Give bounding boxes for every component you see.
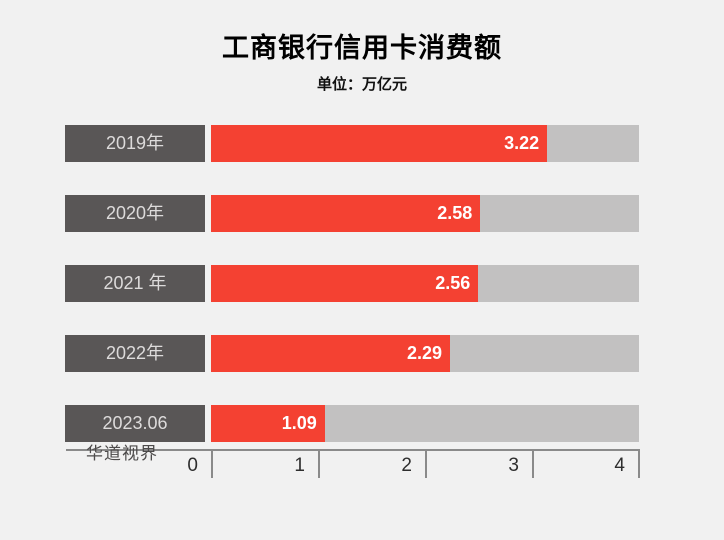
watermark: 华道视界 bbox=[86, 444, 158, 463]
x-axis-tick bbox=[211, 449, 213, 478]
x-axis-tick bbox=[318, 449, 320, 478]
chart-subtitle: 单位：万亿元 bbox=[316, 76, 407, 93]
x-axis-tick-label: 0 bbox=[187, 455, 198, 476]
bar-fill: 2.29 bbox=[211, 335, 451, 372]
bar-value-label: 1.09 bbox=[281, 413, 317, 433]
bar-track: 2.58 bbox=[211, 195, 639, 232]
bar-value-label: 2.56 bbox=[435, 273, 471, 293]
x-axis-line bbox=[66, 449, 640, 451]
category-label: 2023.06 bbox=[65, 405, 205, 442]
bar-fill: 1.09 bbox=[211, 405, 325, 442]
x-axis-tick bbox=[425, 449, 427, 478]
bar-row-2022: 2022年 2.29 bbox=[65, 335, 659, 372]
bar-row-2019: 2019年 3.22 bbox=[65, 125, 659, 162]
bar-track: 2.29 bbox=[211, 335, 639, 372]
bar-track: 1.09 bbox=[211, 405, 639, 442]
chart-title: 工商银行信用卡消费额 bbox=[222, 33, 502, 63]
x-axis-tick bbox=[532, 449, 534, 478]
bar-fill: 3.22 bbox=[211, 125, 548, 162]
category-label: 2021 年 bbox=[65, 265, 205, 302]
category-label: 2022年 bbox=[65, 335, 205, 372]
bar-row-2021: 2021 年 2.56 bbox=[65, 265, 659, 302]
x-axis-tick bbox=[638, 449, 640, 478]
bar-track: 2.56 bbox=[211, 265, 639, 302]
bar-row-2023-06: 2023.06 1.09 bbox=[65, 405, 659, 442]
bar-row-2020: 2020年 2.58 bbox=[65, 195, 659, 232]
x-axis-tick-label: 3 bbox=[508, 455, 519, 476]
bar-value-label: 2.29 bbox=[407, 343, 443, 363]
bar-track: 3.22 bbox=[211, 125, 639, 162]
bar-value-label: 2.58 bbox=[437, 203, 473, 223]
x-axis-tick-label: 2 bbox=[401, 455, 412, 476]
x-axis-tick-label: 1 bbox=[294, 455, 305, 476]
x-axis-tick-label: 4 bbox=[614, 455, 625, 476]
bar-value-label: 3.22 bbox=[504, 133, 540, 153]
bar-fill: 2.58 bbox=[211, 195, 481, 232]
bar-fill: 2.56 bbox=[211, 265, 479, 302]
category-label: 2019年 bbox=[65, 125, 205, 162]
category-label: 2020年 bbox=[65, 195, 205, 232]
